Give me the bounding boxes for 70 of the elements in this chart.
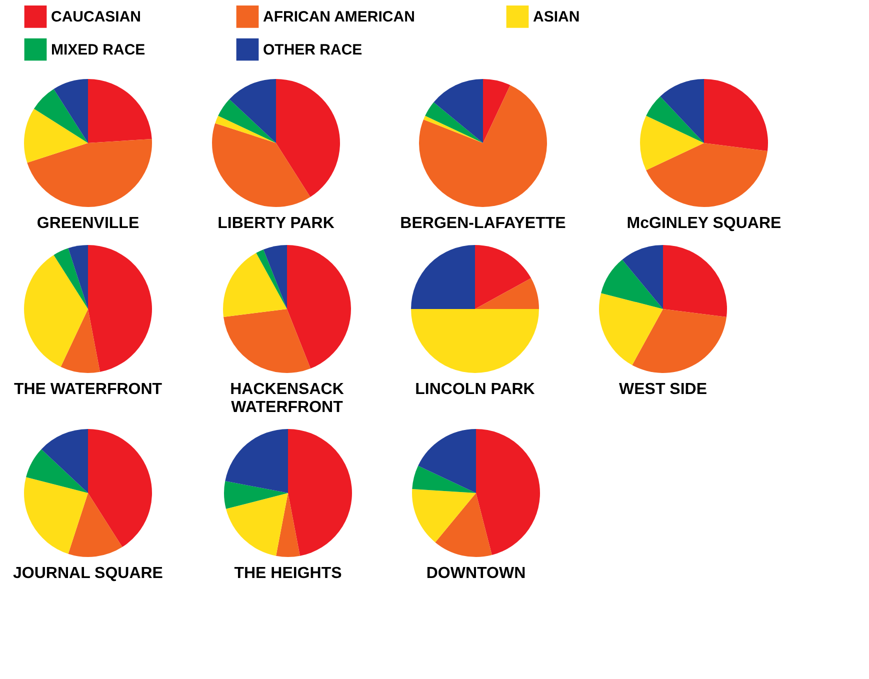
text: JOURNAL SQUARE: [13, 565, 164, 582]
pie-slice: [34, 88, 88, 143]
pie-slice: [622, 245, 663, 309]
pie-slice: [423, 116, 483, 143]
pie-slice: [632, 309, 726, 373]
pie-slice: [88, 245, 152, 372]
pie-slice: [483, 79, 510, 143]
pie-slice: [663, 245, 727, 318]
pie-slice: [288, 429, 352, 556]
pie-slice: [601, 260, 663, 309]
pie-slice: [223, 252, 287, 318]
pie-slice: [434, 79, 483, 143]
text: BERGEN-LAFAYETTE: [400, 215, 566, 232]
pie-slice: [263, 245, 287, 309]
pie-slice: [412, 466, 476, 493]
pie-slice: [476, 429, 540, 555]
pie-slice: [660, 79, 704, 143]
pie-slice: [212, 123, 310, 207]
pie-slice: [418, 429, 476, 493]
pie-slice: [475, 245, 532, 309]
text: THE HEIGHTS: [234, 565, 342, 582]
legend-label: AFRICAN AMERICAN: [263, 8, 415, 26]
pie-slice: [224, 309, 311, 373]
text: McGINLEY SQUARE: [626, 215, 782, 232]
pie-slice: [412, 488, 476, 542]
pie-slice: [225, 429, 288, 493]
pie-slice: [68, 493, 122, 557]
text: WEST SIDE: [618, 381, 708, 398]
legend-label: MIXED RACE: [51, 42, 146, 58]
pie-slice: [54, 79, 88, 143]
pie-slice: [88, 79, 152, 143]
pie-slice: [419, 85, 547, 207]
pie-slice: [256, 249, 287, 309]
pie-slice: [54, 248, 88, 309]
pie-slice: [41, 429, 88, 493]
pie-slice: [287, 245, 351, 369]
pie-slice: [68, 245, 88, 309]
pie-slice: [475, 278, 539, 309]
legend-label: CAUCASIAN: [51, 8, 141, 26]
text: HACKENSACK WATERFRONT: [230, 381, 344, 416]
legend-label: OTHER RACE: [263, 42, 362, 58]
pie-slice: [276, 79, 340, 198]
pie-slice: [425, 102, 483, 143]
pie-slice: [646, 96, 704, 143]
pie-slice: [646, 143, 768, 207]
text: THE WATERFRONT: [14, 381, 162, 398]
pie-slice: [24, 108, 88, 163]
pie-slice: [60, 309, 100, 373]
pie-slice: [218, 99, 276, 143]
pie-slice: [599, 293, 663, 366]
text: LIBERTY PARK: [218, 215, 335, 232]
pie-slice: [27, 138, 152, 208]
pie-slice: [226, 493, 288, 556]
pie-slice: [224, 481, 288, 509]
pie-slice: [215, 116, 276, 143]
text: DOWNTOWN: [426, 565, 526, 582]
pie-slice: [640, 116, 704, 170]
pie-slice: [411, 309, 539, 373]
pie-slice: [435, 493, 492, 557]
text: GREENVILLE: [36, 215, 140, 232]
pie-slice: [276, 493, 300, 557]
pie-slice: [24, 254, 88, 367]
pie-slice: [411, 245, 475, 309]
pie-slice: [229, 79, 276, 143]
pie-slice: [26, 449, 88, 493]
legend-label: ASIAN: [533, 8, 580, 26]
text: LINCOLN PARK: [415, 381, 536, 398]
pie-slice: [24, 477, 88, 554]
pie-slice: [88, 429, 152, 548]
pie-slice: [704, 79, 768, 152]
